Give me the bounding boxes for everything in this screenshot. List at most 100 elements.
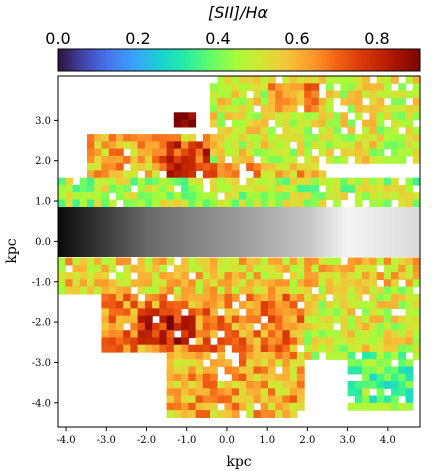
heatmap-cell	[195, 315, 204, 324]
heatmap-cell	[318, 315, 327, 324]
heatmap-cell	[181, 322, 189, 331]
heatmap-cell	[304, 90, 312, 99]
heatmap-cell	[217, 272, 226, 280]
heatmap-cell	[289, 388, 298, 397]
heatmap-cell	[383, 177, 392, 186]
heatmap-cell	[275, 315, 283, 324]
heatmap-cell	[333, 199, 341, 208]
heatmap-cell	[58, 184, 66, 193]
heatmap-cell	[398, 373, 407, 382]
heatmap-cell	[239, 76, 247, 84]
heatmap-cell	[231, 134, 240, 142]
heatmap-cell	[224, 264, 233, 273]
heatmap-cell	[376, 337, 385, 346]
heatmap-cell	[318, 286, 327, 295]
heatmap-cell	[239, 112, 247, 121]
heatmap-cell	[275, 330, 283, 339]
heatmap-cell	[275, 148, 283, 157]
heatmap-cell	[340, 264, 349, 273]
heatmap-cell	[289, 315, 298, 324]
heatmap-cell	[173, 373, 182, 382]
heatmap-cell	[340, 315, 349, 324]
heatmap-cell	[217, 410, 226, 418]
heatmap-cell	[325, 308, 334, 317]
heatmap-cell	[398, 141, 407, 150]
heatmap-cell	[79, 279, 88, 288]
heatmap-cell	[101, 337, 110, 346]
heatmap-cell	[369, 315, 378, 324]
heatmap-cell	[376, 199, 385, 208]
heatmap-cell	[260, 155, 269, 164]
heatmap-cell	[231, 315, 240, 324]
heatmap-cell	[383, 301, 392, 309]
heatmap-cell	[383, 199, 392, 208]
heatmap-cell	[137, 192, 146, 201]
heatmap-cell	[347, 301, 356, 309]
heatmap-cell	[289, 257, 298, 266]
heatmap-cell	[275, 141, 283, 150]
heatmap-cell	[275, 177, 283, 186]
heatmap-cell	[260, 410, 269, 418]
heatmap-cell	[354, 76, 363, 84]
heatmap-cell	[282, 381, 291, 389]
heatmap-cell	[296, 177, 305, 186]
heatmap-cell	[412, 97, 420, 106]
heatmap-cell	[289, 381, 298, 389]
heatmap-cell	[391, 177, 399, 186]
heatmap-cell	[391, 134, 399, 142]
heatmap-cell	[354, 97, 363, 106]
heatmap-cell	[224, 286, 233, 295]
heatmap-cell	[376, 272, 385, 280]
heatmap-cell	[282, 322, 291, 331]
heatmap-cell	[275, 90, 283, 99]
heatmap-cell	[340, 119, 349, 128]
heatmap-cell	[58, 177, 66, 186]
heatmap-cell	[166, 359, 175, 368]
heatmap-cell	[282, 286, 291, 295]
heatmap-cell	[398, 83, 407, 92]
heatmap-cell	[246, 134, 254, 142]
heatmap-cell	[405, 105, 414, 113]
heatmap-cell	[152, 192, 160, 201]
heatmap-cell	[391, 272, 399, 280]
heatmap-cell	[347, 97, 356, 106]
heatmap-cell	[224, 272, 233, 280]
heatmap-cell	[217, 119, 226, 128]
heatmap-cell	[202, 257, 211, 266]
heatmap-cell	[260, 163, 269, 171]
heatmap-cell	[137, 264, 146, 273]
heatmap-cell	[340, 286, 349, 295]
heatmap-cell	[195, 257, 204, 266]
heatmap-cell	[398, 264, 407, 273]
heatmap-cell	[282, 76, 291, 84]
heatmap-cell	[383, 293, 392, 302]
heatmap-cell	[188, 402, 197, 411]
heatmap-cell	[318, 272, 327, 280]
heatmap-cell	[376, 155, 385, 164]
heatmap-cell	[282, 112, 291, 121]
heatmap-cell	[304, 141, 312, 150]
heatmap-cell	[405, 272, 414, 280]
heatmap-cell	[412, 134, 420, 142]
heatmap-cell	[325, 344, 334, 353]
y-tick-label: 2.0	[35, 156, 51, 167]
heatmap-cell	[115, 337, 124, 346]
heatmap-cell	[239, 199, 247, 208]
heatmap-cell	[311, 119, 320, 128]
heatmap-cell	[173, 155, 182, 164]
heatmap-cell	[260, 126, 269, 135]
heatmap-cell	[210, 163, 218, 171]
heatmap-cell	[311, 272, 320, 280]
heatmap-cell	[412, 148, 420, 157]
heatmap-cell	[115, 192, 124, 201]
heatmap-cell	[202, 170, 211, 179]
heatmap-cell	[159, 192, 168, 201]
heatmap-cell	[239, 272, 247, 280]
heatmap-cell	[289, 264, 298, 273]
heatmap-cell	[260, 257, 269, 266]
heatmap-cell	[137, 301, 146, 309]
heatmap-cell	[181, 352, 189, 360]
heatmap-cell	[347, 105, 356, 113]
heatmap-cell	[383, 134, 392, 142]
heatmap-cell	[405, 293, 414, 302]
